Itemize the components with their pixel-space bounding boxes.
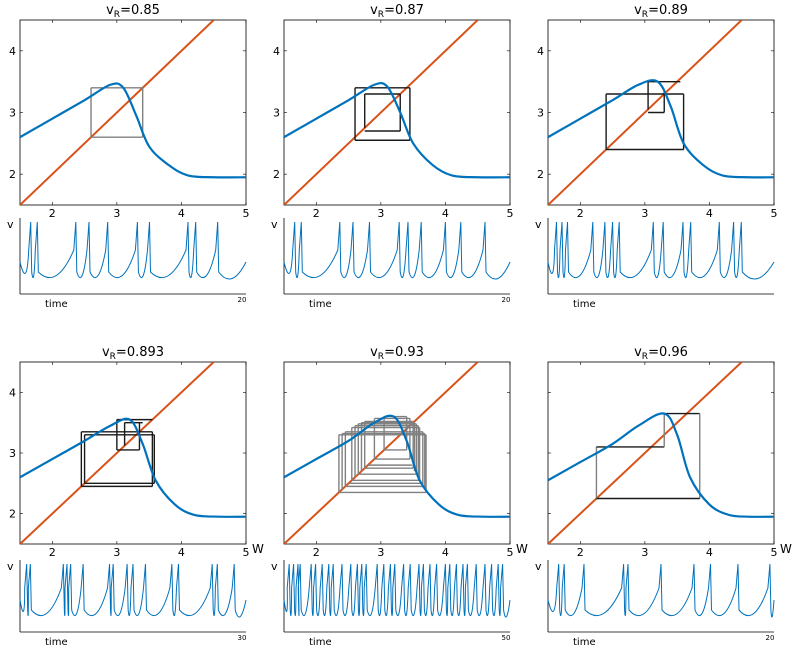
- voltage-trace-4: v time 30: [7, 560, 246, 648]
- x-tick-label: 2: [313, 546, 320, 559]
- panel-title: vR=0.893: [102, 345, 164, 362]
- x-tick-label: 5: [507, 207, 514, 220]
- identity-line: [284, 362, 478, 544]
- y-tick-label: 2: [9, 168, 16, 181]
- cobweb-panel-4: vR=0.893 2 3 4 5 2 3 4 W: [9, 345, 264, 559]
- trace-xlabel: time: [573, 299, 596, 310]
- x-tick-label: 5: [507, 546, 514, 559]
- cobweb-panel-5: vR=0.93 2 3 4 5 W: [284, 345, 528, 559]
- return-map-curve: [20, 419, 246, 517]
- trace-ylabel: v: [271, 560, 278, 573]
- x-tick-label: 2: [313, 207, 320, 220]
- w-axis-label: W: [252, 542, 264, 556]
- w-axis-label: W: [780, 542, 792, 556]
- trace-tmax: 20: [238, 296, 247, 304]
- x-tick-label: 4: [706, 546, 713, 559]
- voltage-trace-line: [548, 222, 774, 279]
- panel-title: vR=0.93: [370, 345, 424, 362]
- panel-title: vR=0.96: [634, 345, 688, 362]
- trace-xlabel: time: [45, 299, 68, 310]
- x-tick-label: 2: [49, 546, 56, 559]
- y-tick-label: 4: [9, 386, 16, 399]
- trace-xlabel: time: [309, 299, 332, 310]
- trace-ylabel: v: [7, 218, 14, 231]
- cobweb-panel-3: vR=0.89 2 3 4 5 2 3 4: [537, 3, 778, 220]
- x-tick-label: 3: [641, 207, 648, 220]
- y-tick-label: 3: [9, 107, 16, 120]
- identity-line: [548, 362, 742, 544]
- x-tick-label: 3: [113, 207, 120, 220]
- cobweb-panel-1: vR=0.85 2 3 4 5 2 3 4: [9, 3, 250, 220]
- y-tick-label: 3: [537, 107, 544, 120]
- x-tick-label: 4: [178, 546, 185, 559]
- voltage-trace-line: [284, 222, 510, 279]
- x-tick-label: 4: [442, 207, 449, 220]
- x-tick-label: 5: [771, 546, 778, 559]
- trace-xlabel: time: [309, 637, 332, 648]
- return-map-curve: [548, 413, 774, 516]
- trace-ylabel: v: [271, 218, 278, 231]
- x-tick-label: 2: [49, 207, 56, 220]
- x-tick-label: 5: [243, 207, 250, 220]
- identity-line: [20, 362, 214, 544]
- trace-ylabel: v: [535, 218, 542, 231]
- voltage-trace-5: v time 50: [271, 560, 510, 648]
- identity-line: [548, 20, 742, 205]
- x-tick-label: 2: [577, 207, 584, 220]
- y-tick-label: 2: [9, 508, 16, 521]
- return-map-curve: [548, 80, 774, 177]
- return-map-curve: [284, 416, 510, 517]
- x-tick-label: 5: [243, 546, 250, 559]
- x-tick-label: 3: [377, 546, 384, 559]
- panel-title: vR=0.87: [370, 3, 424, 20]
- x-tick-label: 4: [178, 207, 185, 220]
- x-tick-label: 3: [113, 546, 120, 559]
- voltage-trace-line: [284, 564, 510, 617]
- identity-line: [20, 20, 214, 205]
- voltage-trace-1: v time 20: [7, 218, 246, 310]
- x-tick-label: 5: [771, 207, 778, 220]
- x-tick-label: 4: [706, 207, 713, 220]
- x-tick-label: 3: [377, 207, 384, 220]
- trace-tmax: 20: [502, 296, 511, 304]
- y-tick-label: 2: [537, 168, 544, 181]
- trace-ylabel: v: [535, 560, 542, 573]
- trace-tmax: 50: [502, 634, 511, 642]
- trace-xlabel: time: [573, 637, 596, 648]
- voltage-trace-3: v time: [535, 218, 774, 310]
- cobweb-panel-6: vR=0.96 2 3 4 5 W: [548, 345, 792, 559]
- cobweb-panel-2: vR=0.87 2 3 4 5 2 3 4: [273, 3, 514, 220]
- w-axis-label: W: [516, 542, 528, 556]
- trace-tmax: 20: [766, 634, 775, 642]
- identity-line: [284, 20, 478, 205]
- trace-tmax: 30: [238, 634, 247, 642]
- trace-xlabel: time: [45, 637, 68, 648]
- voltage-trace-6: v time 20: [535, 560, 774, 648]
- y-tick-label: 4: [273, 45, 280, 58]
- x-tick-label: 3: [641, 546, 648, 559]
- y-tick-label: 2: [273, 168, 280, 181]
- panel-title: vR=0.85: [106, 3, 160, 20]
- x-tick-label: 4: [442, 546, 449, 559]
- y-tick-label: 4: [537, 45, 544, 58]
- voltage-trace-line: [20, 222, 246, 279]
- trace-ylabel: v: [7, 560, 14, 573]
- x-tick-label: 2: [577, 546, 584, 559]
- voltage-trace-2: v time 20: [271, 218, 510, 310]
- y-tick-label: 3: [273, 107, 280, 120]
- panel-title: vR=0.89: [634, 3, 688, 20]
- voltage-trace-line: [20, 564, 246, 617]
- y-tick-label: 4: [9, 45, 16, 58]
- voltage-trace-line: [548, 564, 774, 617]
- y-tick-label: 3: [9, 447, 16, 460]
